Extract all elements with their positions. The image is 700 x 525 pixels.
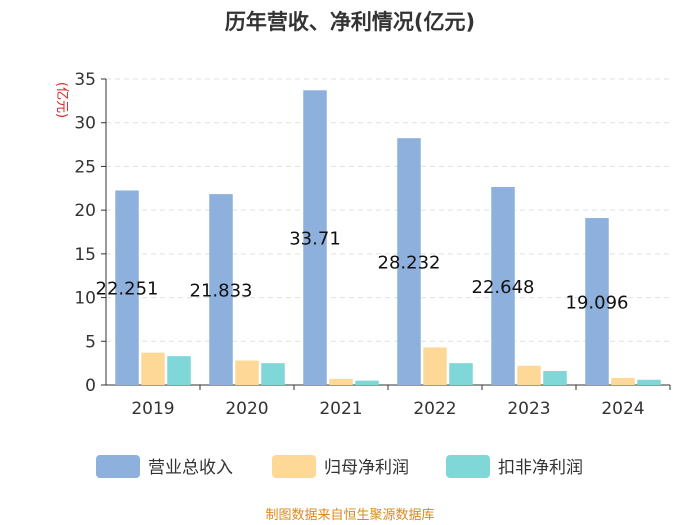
bar-2-2024 [611,378,635,385]
y-axis: 0 5 10 15 20 25 30 35 [74,70,107,396]
x-axis: 2019 2020 2021 2022 2023 2024 [106,384,671,419]
chart-title: 历年营收、净利情况(亿元) [225,10,475,34]
bar-2-2020 [235,360,259,385]
bars [115,90,661,385]
bar-1-2019 [115,190,139,385]
y-tick-label: 25 [74,157,96,177]
legend-label-2: 归母净利润 [324,458,409,478]
grid-lines [106,78,670,342]
source-note: 制图数据来自恒生聚源数据库 [265,507,434,523]
data-label-2024: 19.096 [566,293,629,314]
bar-2-2023 [517,365,541,385]
x-tick-label: 2021 [319,399,362,419]
x-tick-label: 2022 [413,399,456,419]
y-tick-label: 10 [74,289,96,309]
x-tick-label: 2024 [601,399,644,419]
bar-1-2023 [491,186,515,385]
data-label-2022: 28.232 [378,253,441,274]
data-label-2023: 22.648 [472,277,535,298]
data-label-2020: 21.833 [190,281,253,302]
bar-3-2021 [355,380,379,385]
y-tick-label: 0 [85,376,96,396]
bar-1-2024 [585,218,609,385]
bar-3-2024 [637,379,661,385]
y-tick-label: 35 [74,70,96,90]
x-tick-label: 2023 [507,399,550,419]
bar-2-2021 [329,378,353,385]
bar-3-2022 [449,363,473,385]
bar-2-2019 [141,352,165,385]
data-labels: 22.251 21.833 33.71 28.232 22.648 19.096 [96,229,629,314]
y-tick-label: 30 [74,114,96,134]
bar-3-2019 [167,356,191,385]
y-axis-label: (亿元) [54,82,69,118]
legend-label-3: 扣非净利润 [498,458,583,478]
bar-1-2021 [303,90,327,385]
legend: 营业总收入 归母净利润 扣非净利润 [96,455,583,478]
y-tick-label: 20 [74,201,96,221]
bar-1-2020 [209,194,233,385]
bar-2-2022 [423,347,447,385]
legend-swatch-3 [446,455,490,478]
x-tick-label: 2020 [225,399,268,419]
legend-label-1: 营业总收入 [148,458,233,478]
legend-swatch-1 [96,455,140,478]
y-tick-label: 15 [74,245,96,265]
data-label-2021: 33.71 [289,229,341,250]
x-tick-label: 2019 [131,399,174,419]
y-tick-label: 5 [85,332,96,352]
legend-swatch-2 [272,455,316,478]
bar-3-2023 [543,371,567,385]
data-label-2019: 22.251 [96,279,159,300]
bar-1-2022 [397,138,421,385]
bar-3-2020 [261,363,285,385]
